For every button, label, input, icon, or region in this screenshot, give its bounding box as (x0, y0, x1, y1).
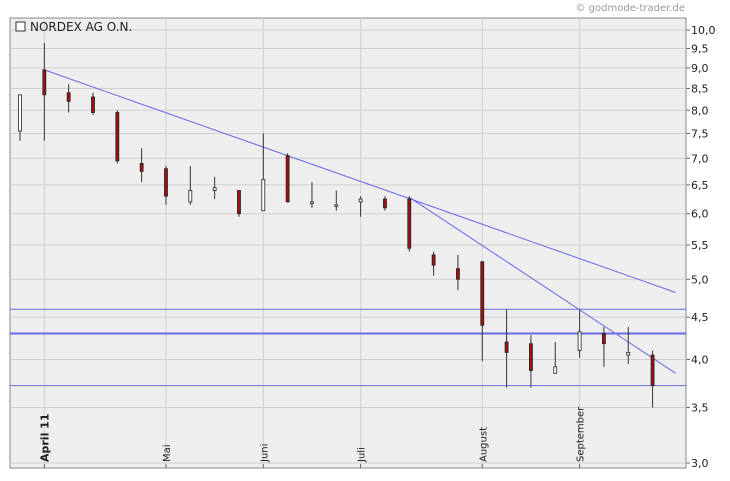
y-tick-label: 9,5 (691, 42, 709, 55)
y-axis: 3,0 3,5 4,0 4,5 5,0 5,5 6,0 6,5 7,0 7,5 8,0 8,5 9,0 9… (686, 24, 716, 470)
candle (431, 251, 436, 276)
legend-label: NORDEX AG O.N. (30, 20, 132, 34)
candle (626, 326, 631, 365)
candle (139, 148, 144, 183)
candle (383, 196, 387, 211)
y-tick-label: 7,5 (691, 127, 709, 140)
x-tick-label: August (478, 427, 489, 462)
candle-body (66, 92, 71, 102)
candle-body (504, 341, 509, 353)
candle-body (139, 163, 144, 172)
candle-body (115, 112, 120, 162)
candle-body (212, 187, 217, 191)
candle (18, 94, 22, 141)
candle (504, 309, 509, 388)
y-tick-label: 7,0 (691, 152, 709, 165)
y-tick-label: 3,5 (691, 402, 709, 415)
y-tick-label: 5,0 (691, 273, 709, 286)
candle (407, 196, 412, 252)
candle (285, 153, 290, 203)
horizontal-lines (10, 308, 686, 387)
candle-body (529, 343, 533, 371)
candle (310, 182, 314, 208)
candle (577, 309, 582, 358)
y-tick-label: 5,5 (691, 239, 709, 252)
candle-body (334, 204, 339, 207)
x-tick-label: April 11 (38, 414, 51, 463)
candle-body (650, 354, 655, 387)
candle (650, 350, 655, 408)
x-tick-label: Juli (357, 447, 368, 463)
candle-body (431, 254, 436, 266)
trend-lines (44, 69, 676, 374)
candle-body (553, 366, 558, 374)
candle-body (42, 69, 47, 96)
x-axis: April 11 Mai Juni Juli August September (38, 406, 587, 468)
x-tick-label: Mai (162, 444, 173, 462)
legend: NORDEX AG O.N. (15, 20, 132, 34)
candle (91, 92, 95, 115)
candle-body (18, 94, 22, 132)
candle-body (285, 155, 290, 203)
candle-body (188, 190, 193, 203)
candle-body (383, 198, 387, 209)
candle (115, 110, 120, 164)
y-tick-label: 6,5 (691, 179, 709, 192)
candle-body (310, 201, 314, 204)
plot-background (9, 17, 687, 469)
candle-body (261, 179, 266, 212)
trend-line (44, 69, 676, 293)
candle-body (577, 331, 582, 352)
grid (10, 18, 686, 468)
candle (188, 166, 193, 205)
candle (334, 190, 339, 211)
y-tick-label: 10,0 (691, 24, 716, 37)
candle-body (164, 168, 168, 197)
candle (529, 335, 533, 388)
candle-body (626, 352, 631, 356)
candle (237, 190, 241, 217)
candle (164, 166, 168, 205)
candle (42, 42, 47, 141)
candle-body (91, 96, 95, 113)
legend-swatch (15, 21, 26, 32)
candle-body (237, 190, 241, 215)
x-tick-label: Juni (259, 444, 270, 463)
candle (212, 176, 217, 200)
y-tick-label: 8,0 (691, 104, 709, 117)
candle (66, 84, 71, 113)
y-tick-label: 9,0 (691, 62, 709, 75)
y-tick-label: 8,5 (691, 82, 709, 95)
candle (602, 326, 606, 367)
candle-body (358, 198, 363, 203)
candle-body (456, 268, 460, 280)
watermark: © godmode-trader.de (576, 3, 686, 14)
y-tick-label: 4,0 (691, 354, 709, 367)
y-tick-label: 4,5 (691, 311, 709, 324)
candle-body (480, 261, 485, 326)
candle (553, 341, 558, 374)
candle-body (602, 333, 606, 345)
candle (358, 196, 363, 217)
y-tick-label: 3,0 (691, 457, 709, 470)
trend-line (409, 196, 676, 374)
candle (480, 261, 485, 362)
candle (456, 254, 460, 291)
candle (261, 133, 266, 212)
y-tick-label: 6,0 (691, 208, 709, 221)
x-tick-label: September (576, 406, 587, 462)
candle-body (407, 198, 412, 249)
candles (18, 42, 655, 408)
